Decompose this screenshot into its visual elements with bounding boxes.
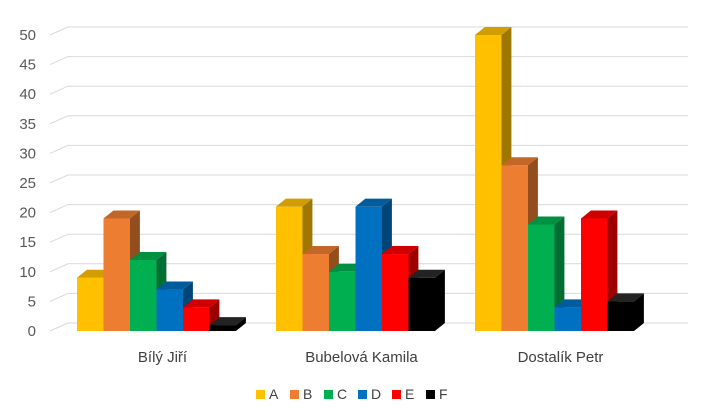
- category-labels: Bílý Jiří Bubelová Kamila Dostalík Petr: [138, 349, 604, 366]
- bar-front: [501, 165, 528, 331]
- bar-top: [475, 27, 512, 35]
- bar-top: [501, 157, 538, 166]
- bar-front: [581, 218, 608, 331]
- y-tick-label: 0: [28, 323, 36, 340]
- gridline: [49, 26, 688, 36]
- y-tick-label: 20: [19, 205, 36, 222]
- legend-label: D: [371, 386, 381, 402]
- legend-swatch: [256, 390, 265, 399]
- gridline: [49, 174, 688, 184]
- y-tick-label: 30: [19, 145, 36, 162]
- gridline: [49, 115, 688, 125]
- legend-label: B: [303, 386, 312, 402]
- y-axis-ticks: 0 5 10 15 20 25 30 35 40 45 50: [19, 27, 36, 340]
- bar-front: [183, 307, 210, 331]
- legend-swatch: [290, 390, 299, 399]
- legend-label: C: [337, 386, 347, 402]
- bar-top: [209, 317, 246, 326]
- bar-front: [329, 271, 356, 331]
- y-tick-label: 5: [28, 293, 36, 310]
- bar-front: [607, 301, 634, 331]
- gridline: [49, 85, 688, 95]
- y-tick-label: 10: [19, 264, 36, 281]
- bar-top: [355, 198, 392, 207]
- bar-front: [302, 254, 329, 331]
- bar: [209, 317, 246, 331]
- legend-label: F: [439, 386, 448, 402]
- gridline: [49, 144, 688, 154]
- y-tick-label: 45: [19, 57, 36, 74]
- bar-top: [528, 216, 565, 225]
- x-category-label: Bílý Jiří: [138, 349, 188, 366]
- legend-swatch: [358, 390, 367, 399]
- bar-front: [382, 254, 409, 331]
- y-tick-label: 35: [19, 116, 36, 133]
- bar-front: [130, 259, 157, 331]
- legend-swatch: [426, 390, 435, 399]
- x-category-label: Dostalík Petr: [518, 349, 604, 366]
- bar-top: [103, 210, 140, 219]
- bar-top: [130, 251, 167, 260]
- bar-front: [276, 206, 303, 331]
- bar: [607, 293, 644, 331]
- bar-top: [156, 281, 193, 290]
- bar-top: [276, 198, 313, 207]
- bar-top: [382, 246, 419, 255]
- bar-top: [408, 269, 445, 278]
- bar: [528, 216, 565, 331]
- bar-front: [475, 35, 502, 331]
- bar-front: [103, 218, 130, 331]
- bar-front: [355, 206, 382, 331]
- legend-swatch: [392, 390, 401, 399]
- bar-top: [581, 210, 618, 219]
- bar-top: [302, 246, 339, 255]
- legend-label: E: [405, 386, 414, 402]
- y-tick-label: 50: [19, 27, 36, 44]
- bar-front: [554, 307, 581, 331]
- bar-side: [435, 269, 445, 331]
- bar-top: [183, 299, 220, 308]
- bars: [77, 27, 644, 331]
- bar-front: [77, 277, 104, 331]
- gridline: [49, 56, 688, 66]
- y-tick-label: 15: [19, 234, 36, 251]
- bar-side: [236, 317, 246, 331]
- bar-front: [209, 325, 236, 331]
- bar-front: [408, 277, 435, 331]
- bar: [408, 269, 445, 331]
- y-tick-label: 40: [19, 86, 36, 103]
- bar-side: [634, 293, 644, 331]
- bar-top: [607, 293, 644, 302]
- y-tick-label: 25: [19, 175, 36, 192]
- legend-label: A: [269, 386, 279, 402]
- bar-front: [528, 224, 555, 331]
- legend: A B C D E F: [256, 386, 448, 402]
- x-category-label: Bubelová Kamila: [305, 349, 418, 366]
- legend-swatch: [324, 390, 333, 399]
- bar-front: [156, 289, 183, 331]
